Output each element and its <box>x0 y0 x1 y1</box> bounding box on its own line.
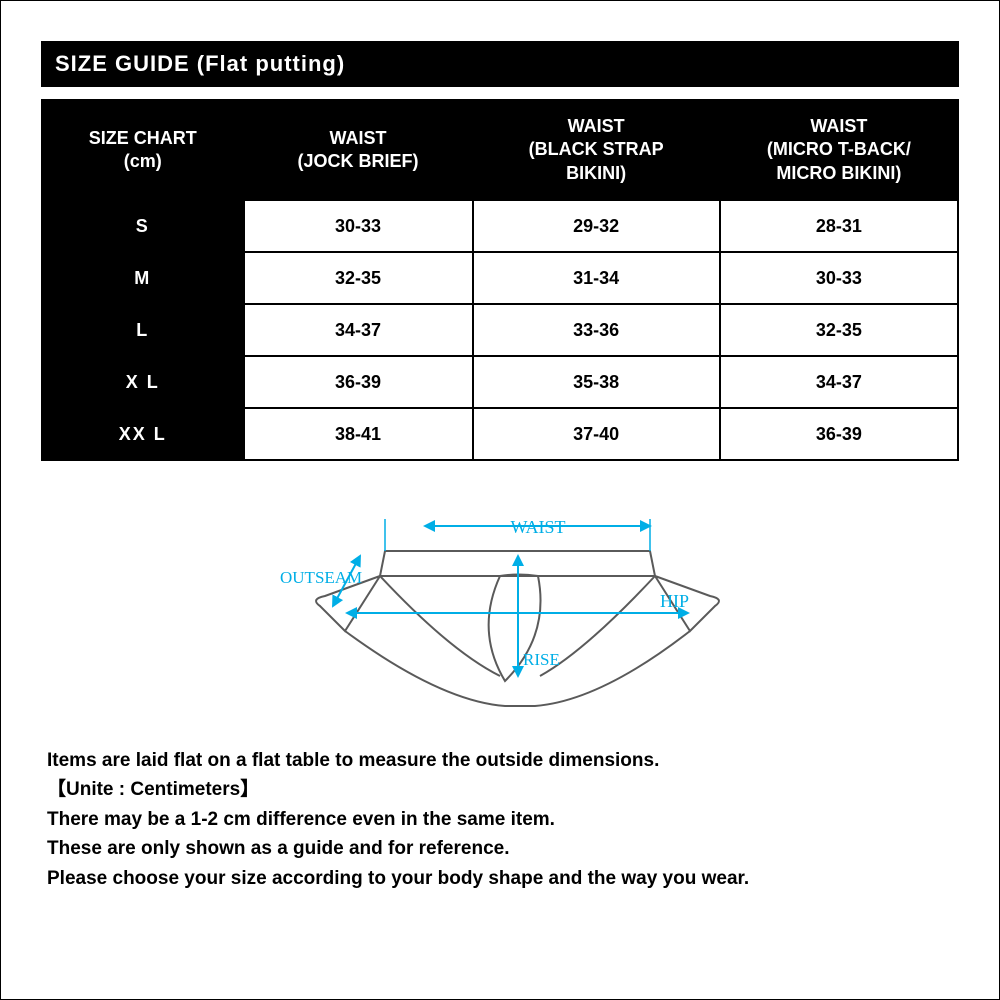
cell-size: M <box>42 252 244 304</box>
note-line: Please choose your size according to you… <box>47 864 953 893</box>
note-line: Items are laid flat on a flat table to m… <box>47 746 953 775</box>
note-line: These are only shown as a guide and for … <box>47 834 953 863</box>
label-rise: RISE <box>523 650 560 669</box>
cell-val: 34-37 <box>244 304 473 356</box>
table-row: M 32-35 31-34 30-33 <box>42 252 958 304</box>
col-header-micro: WAIST(MICRO T-BACK/MICRO BIKINI) <box>720 100 958 200</box>
cell-size: XX L <box>42 408 244 460</box>
cell-val: 33-36 <box>473 304 720 356</box>
cell-val: 32-35 <box>720 304 958 356</box>
size-chart-table: SIZE CHART(cm) WAIST(JOCK BRIEF) WAIST(B… <box>41 99 959 461</box>
cell-val: 28-31 <box>720 200 958 252</box>
col-header-strap: WAIST(BLACK STRAPBIKINI) <box>473 100 720 200</box>
table-header-row: SIZE CHART(cm) WAIST(JOCK BRIEF) WAIST(B… <box>42 100 958 200</box>
cell-val: 34-37 <box>720 356 958 408</box>
col-header-size: SIZE CHART(cm) <box>42 100 244 200</box>
note-line: 【Unite : Centimeters】 <box>47 775 953 804</box>
cell-val: 31-34 <box>473 252 720 304</box>
cell-size: L <box>42 304 244 356</box>
cell-val: 30-33 <box>244 200 473 252</box>
table-row: L 34-37 33-36 32-35 <box>42 304 958 356</box>
table-row: XX L 38-41 37-40 36-39 <box>42 408 958 460</box>
title-bar: SIZE GUIDE (Flat putting) <box>41 41 959 87</box>
cell-size: X L <box>42 356 244 408</box>
notes-block: Items are laid flat on a flat table to m… <box>41 746 959 893</box>
table-body: S 30-33 29-32 28-31 M 32-35 31-34 30-33 … <box>42 200 958 460</box>
table-row: S 30-33 29-32 28-31 <box>42 200 958 252</box>
cell-val: 35-38 <box>473 356 720 408</box>
col-header-jock: WAIST(JOCK BRIEF) <box>244 100 473 200</box>
label-waist: WAIST <box>511 517 566 537</box>
brief-diagram-icon: WAIST HIP RISE OUTSEAM <box>250 501 750 711</box>
note-line: There may be a 1-2 cm difference even in… <box>47 805 953 834</box>
cell-val: 36-39 <box>244 356 473 408</box>
label-hip: HIP <box>660 591 689 611</box>
cell-size: S <box>42 200 244 252</box>
cell-val: 29-32 <box>473 200 720 252</box>
cell-val: 38-41 <box>244 408 473 460</box>
measurement-diagram: WAIST HIP RISE OUTSEAM <box>41 501 959 716</box>
cell-val: 32-35 <box>244 252 473 304</box>
cell-val: 37-40 <box>473 408 720 460</box>
cell-val: 36-39 <box>720 408 958 460</box>
cell-val: 30-33 <box>720 252 958 304</box>
table-row: X L 36-39 35-38 34-37 <box>42 356 958 408</box>
label-outseam: OUTSEAM <box>280 568 362 587</box>
